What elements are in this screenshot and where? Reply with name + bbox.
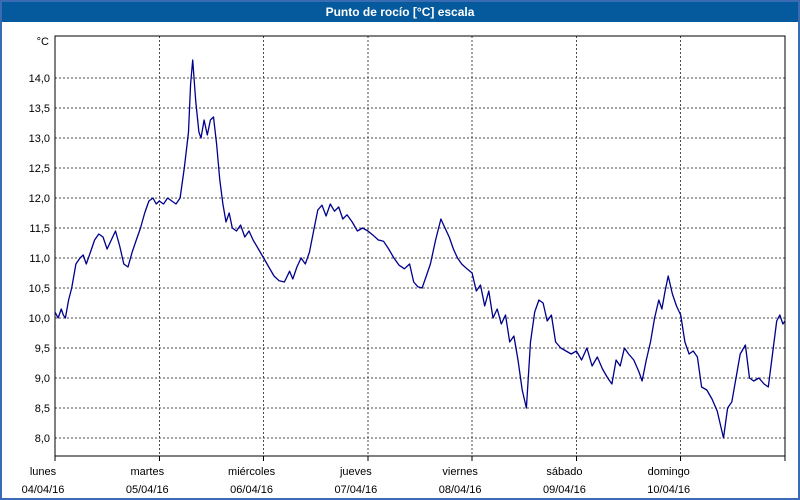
dewpoint-series-line	[54, 59, 786, 439]
y-tick-label: 12,0	[29, 193, 50, 205]
y-tick-label: 8,5	[35, 403, 50, 415]
y-tick-label: 9,0	[35, 373, 50, 385]
x-day-label: martes	[130, 466, 164, 478]
x-date-label: 10/04/16	[647, 484, 690, 496]
y-tick-label: 11,5	[29, 223, 50, 235]
dewpoint-line-chart: 14,0 13,5 13,0 12,5 12,0 11,5 11,0 10,5 10,0 9,5 9…	[22, 35, 786, 496]
x-day-label: miércoles	[228, 466, 276, 478]
y-tick-label: 13,5	[29, 103, 50, 115]
plot-border	[54, 35, 786, 457]
y-axis-unit-label: °C	[37, 36, 49, 48]
x-day-label: viernes	[442, 466, 478, 478]
x-day-label: jueves	[339, 466, 372, 478]
x-date-label: 06/04/16	[230, 484, 273, 496]
x-date-label: 04/04/16	[22, 484, 65, 496]
y-tick-label: 10,5	[29, 283, 50, 295]
x-date-label: 07/04/16	[334, 484, 377, 496]
y-tick-label: 8,0	[35, 433, 50, 445]
x-date-label: 09/04/16	[543, 484, 586, 496]
y-tick-label: 10,0	[29, 313, 50, 325]
x-day-label: sábado	[546, 466, 582, 478]
window-title: Punto de rocío [°C] escala	[325, 5, 475, 19]
y-tick-label: 9,5	[35, 343, 50, 355]
y-tick-label: 14,0	[29, 73, 50, 85]
title-bar: Punto de rocío [°C] escala	[2, 2, 798, 22]
x-day-label: lunes	[30, 466, 57, 478]
x-date-label: 08/04/16	[439, 484, 482, 496]
x-date-label: 05/04/16	[126, 484, 169, 496]
y-tick-label: 13,0	[29, 133, 50, 145]
y-tick-label: 12,5	[29, 163, 50, 175]
x-day-label: domingo	[648, 466, 690, 478]
chart-area: 14,0 13,5 13,0 12,5 12,0 11,5 11,0 10,5 10,0 9,5 9…	[2, 22, 798, 498]
y-tick-label: 11,0	[29, 253, 50, 265]
